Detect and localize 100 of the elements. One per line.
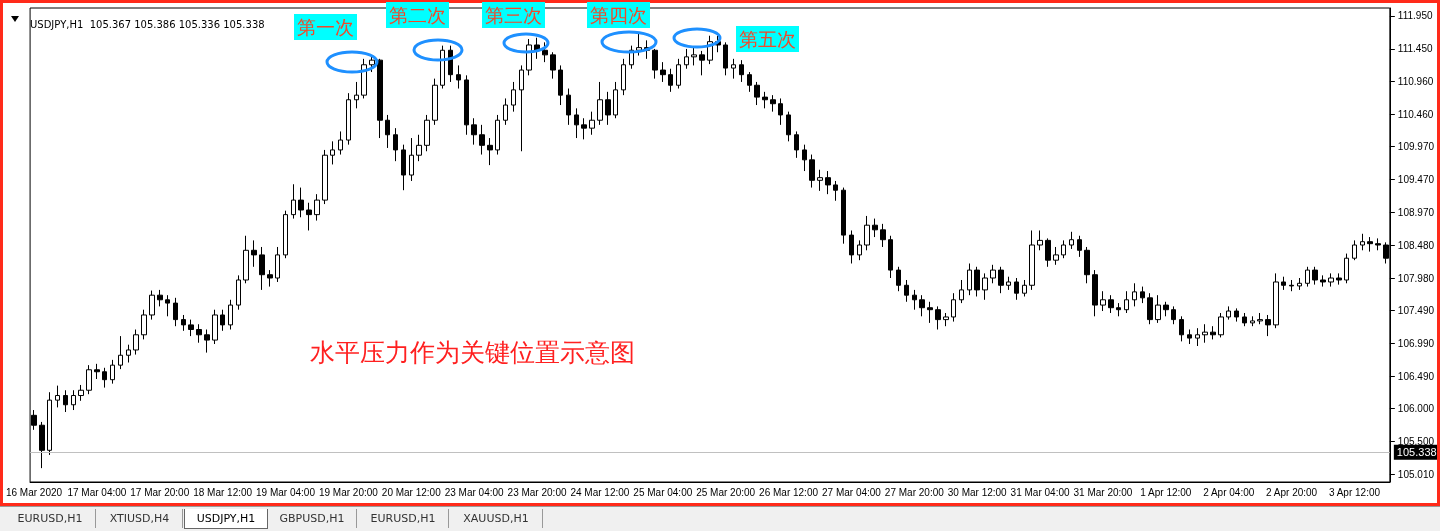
x-tick-label: 23 Mar 04:00 (444, 486, 505, 498)
candlestick (1210, 325, 1216, 340)
candlestick (1108, 294, 1114, 314)
candlestick (935, 305, 941, 330)
candlestick (754, 81, 760, 106)
candlestick (275, 246, 280, 283)
candlestick (1218, 312, 1224, 338)
candlestick (487, 137, 493, 166)
y-tick-label: 109.470 (1397, 174, 1435, 186)
x-tick-label: 19 Mar 20:00 (318, 486, 379, 498)
x-tick-label: 1 Apr 12:00 (1140, 486, 1192, 498)
candlestick (1053, 246, 1059, 266)
y-tick-label: 109.970 (1397, 141, 1435, 153)
x-tick-label: 25 Mar 20:00 (696, 486, 756, 498)
candlestick (157, 289, 163, 307)
candlestick (1147, 292, 1153, 325)
candlestick (864, 215, 870, 251)
candlestick (228, 299, 233, 330)
candlestick (817, 169, 823, 192)
candlestick (126, 344, 131, 364)
candlestick (94, 363, 100, 380)
candlestick (78, 384, 84, 402)
candlestick (1320, 274, 1326, 288)
candlestick (259, 246, 265, 291)
candlestick (684, 48, 689, 70)
x-tick-label: 31 Mar 04:00 (1010, 486, 1070, 498)
candlestick (762, 91, 768, 109)
candlestick (809, 154, 815, 189)
candlestick (133, 329, 139, 356)
candlestick (39, 421, 45, 469)
text: XTIUSD,H4 (97, 509, 183, 528)
candlestick (409, 137, 414, 182)
candlestick (236, 274, 241, 311)
candlestick (1336, 272, 1342, 286)
candlestick (943, 312, 949, 327)
candlestick (1281, 276, 1286, 291)
x-tick-label: 27 Mar 04:00 (821, 486, 882, 498)
candlestick (1195, 327, 1200, 347)
candlestick (605, 91, 611, 126)
candlestick (1312, 266, 1318, 286)
candlestick (550, 51, 556, 80)
candlestick (1124, 290, 1129, 314)
candlestick (479, 124, 485, 156)
candlestick (1022, 279, 1027, 297)
candlestick (354, 81, 359, 109)
candlestick (149, 290, 155, 321)
candlestick (1092, 269, 1098, 317)
candlestick (267, 269, 273, 288)
candlestick (849, 229, 854, 264)
x-tick-label: 27 Mar 20:00 (884, 486, 945, 498)
x-tick-label: 16 Mar 2020 (5, 486, 63, 498)
candlestick (1155, 294, 1161, 324)
candlestick (204, 329, 210, 354)
candlestick (322, 149, 328, 205)
candlestick (786, 111, 791, 142)
candlestick (904, 279, 909, 303)
candlestick (1006, 276, 1011, 291)
candlestick (691, 46, 697, 66)
text: EURUSD,H1 (5, 509, 96, 528)
candlestick (1265, 314, 1271, 337)
candlestick (613, 81, 618, 119)
candlestick (951, 292, 956, 323)
candlestick (55, 385, 60, 408)
y-tick-label: 110.460 (1397, 108, 1434, 120)
x-tick-label: 3 Apr 12:00 (1328, 486, 1381, 498)
candlestick (723, 41, 728, 76)
x-tick-label: 2 Apr 04:00 (1203, 486, 1255, 498)
candlestick (566, 88, 571, 126)
candlestick (990, 264, 996, 284)
candlestick (314, 193, 320, 222)
candlestick (1297, 277, 1302, 291)
x-tick-label: 23 Mar 20:00 (507, 486, 567, 498)
candlestick (1037, 229, 1043, 251)
x-tick-label: 20 Mar 12:00 (381, 486, 442, 498)
text: USDJPY,H1 105.367 105.386 105.336 105.338 (30, 18, 265, 30)
candlestick (542, 41, 548, 63)
candlestick (959, 279, 964, 304)
candlestick (338, 130, 343, 156)
candlestick (141, 309, 147, 340)
candlestick (1179, 315, 1184, 342)
candlestick (291, 183, 296, 220)
candlestick (298, 187, 304, 218)
candlestick (1226, 305, 1231, 321)
candlestick (1014, 277, 1019, 301)
candlestick (471, 117, 477, 146)
annotation: 第四次 (587, 2, 650, 28)
text: GBPUSD,H1 (268, 509, 357, 528)
candlestick (188, 319, 194, 337)
candlestick (967, 262, 972, 296)
candlestick (511, 81, 516, 113)
candlestick (825, 170, 831, 195)
candlestick (558, 64, 563, 106)
candlestick (165, 294, 170, 317)
annotation: 第三次 (482, 2, 545, 28)
candlestick (747, 71, 752, 93)
candlestick (495, 114, 500, 156)
candlestick (927, 301, 933, 324)
candlestick (652, 48, 658, 80)
annotation: 第二次 (386, 2, 449, 28)
y-tick-label: 105.010 (1397, 468, 1435, 480)
